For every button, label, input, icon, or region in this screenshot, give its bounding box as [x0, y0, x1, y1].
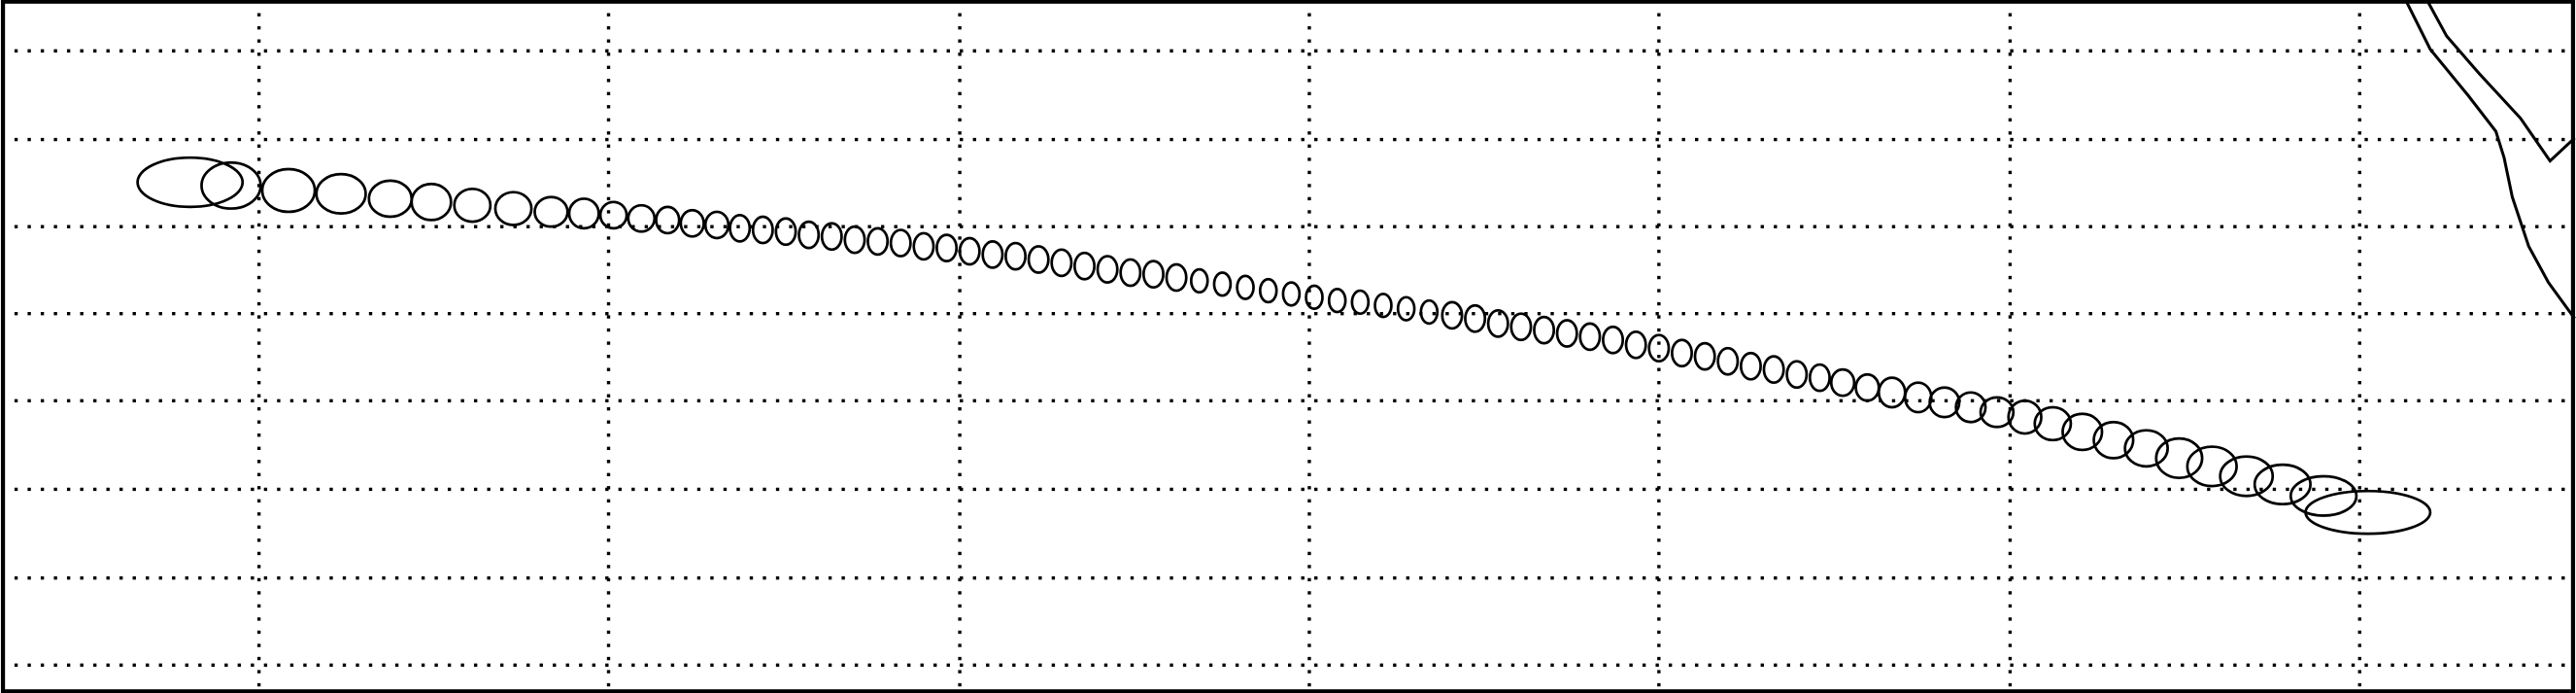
ellipse-marker	[1671, 338, 1693, 368]
ellipse-marker	[1509, 312, 1533, 342]
ellipse-marker	[1785, 360, 1809, 390]
ellipse-marker	[1739, 351, 1762, 381]
track	[136, 156, 2432, 536]
ellipse-marker	[1305, 284, 1324, 310]
ellipse-marker	[453, 187, 492, 224]
ellipse-marker	[533, 195, 569, 228]
ellipse-marker	[2304, 489, 2432, 536]
ellipse-marker	[1004, 241, 1028, 271]
ellipse-marker	[2288, 474, 2358, 517]
ellipse-marker	[1141, 260, 1165, 290]
ellipse-marker	[1281, 281, 1302, 307]
ellipse-marker	[1419, 298, 1440, 326]
ellipse-marker	[1624, 329, 1647, 360]
ellipse-marker	[1050, 248, 1073, 278]
ellipse-marker	[1486, 308, 1509, 338]
coastline	[2425, 0, 2576, 163]
ellipse-marker	[2186, 445, 2238, 488]
ellipse-marker	[1808, 363, 1831, 393]
ellipse-marker	[315, 172, 367, 215]
ellipse-marker	[729, 213, 752, 243]
ellipse-marker	[1533, 315, 1556, 345]
ellipse-marker	[797, 220, 821, 250]
ellipse-marker	[1396, 295, 1416, 322]
ellipse-marker	[1954, 391, 1987, 424]
ellipse-marker	[1716, 346, 1740, 376]
ellipse-marker	[912, 231, 935, 261]
ellipse-marker	[200, 160, 262, 210]
ellipse-marker	[2061, 412, 2104, 452]
ellipse-marker	[1555, 319, 1578, 348]
ellipse-marker	[1350, 289, 1371, 316]
ellipse-marker	[751, 215, 774, 245]
ellipse-marker	[2154, 436, 2204, 480]
ellipse-marker	[1327, 288, 1347, 314]
ellipse-marker	[2033, 405, 2073, 442]
ellipse-marker	[703, 210, 730, 240]
ellipse-marker	[1693, 341, 1716, 371]
ellipse-marker	[1903, 381, 1933, 414]
ellipse-marker	[1027, 245, 1050, 274]
ellipse-marker	[136, 156, 245, 209]
ellipse-marker	[1189, 267, 1209, 295]
ellipse-marker	[935, 233, 959, 262]
ellipse-marker	[410, 182, 453, 222]
ellipse-marker	[1212, 271, 1233, 297]
ellipse-marker	[866, 226, 890, 257]
ellipse-marker	[1258, 277, 1278, 304]
ellipse-marker	[1762, 355, 1785, 385]
ellipse-marker	[1236, 274, 1255, 300]
ellipse-marker	[820, 222, 843, 252]
ellipse-marker	[2092, 420, 2135, 460]
ellipse-marker	[679, 208, 705, 238]
ellipse-marker	[2219, 455, 2275, 498]
ellipse-marker	[1877, 376, 1907, 409]
ellipse-marker	[1854, 372, 1881, 402]
ellipse-marker	[774, 217, 797, 247]
ellipse-marker	[1928, 386, 1961, 419]
ellipse-marker	[367, 179, 414, 219]
ellipse-marker	[1979, 396, 2016, 429]
ellipse-marker	[981, 240, 1004, 269]
ellipse-marker	[2007, 398, 2043, 435]
ellipse-marker	[1464, 303, 1487, 333]
ellipse-marker	[889, 228, 912, 258]
ellipse-marker	[1373, 293, 1393, 319]
ellipse-marker	[958, 236, 981, 266]
ellipse-marker	[1441, 300, 1464, 330]
ellipse-marker	[655, 205, 681, 235]
ellipse-marker	[1647, 333, 1671, 364]
ellipse-marker	[1119, 258, 1142, 288]
ellipse-marker	[1578, 322, 1602, 352]
ellipse-marker	[1073, 251, 1096, 281]
ellipse-marker	[1165, 262, 1188, 293]
ellipse-marker	[260, 167, 317, 214]
ellipse-marker	[2253, 463, 2312, 506]
ellipse-marker	[1096, 255, 1119, 284]
coastline	[2404, 0, 2576, 320]
ellipse-marker	[1829, 367, 1856, 398]
ellipse-marker	[627, 203, 657, 233]
ellipse-marker	[2123, 429, 2169, 468]
ellipse-marker	[1602, 325, 1625, 355]
ellipse-marker	[598, 200, 628, 230]
ellipse-marker	[493, 191, 533, 226]
ellipse-marker	[567, 197, 600, 230]
ellipse-marker	[843, 225, 866, 255]
